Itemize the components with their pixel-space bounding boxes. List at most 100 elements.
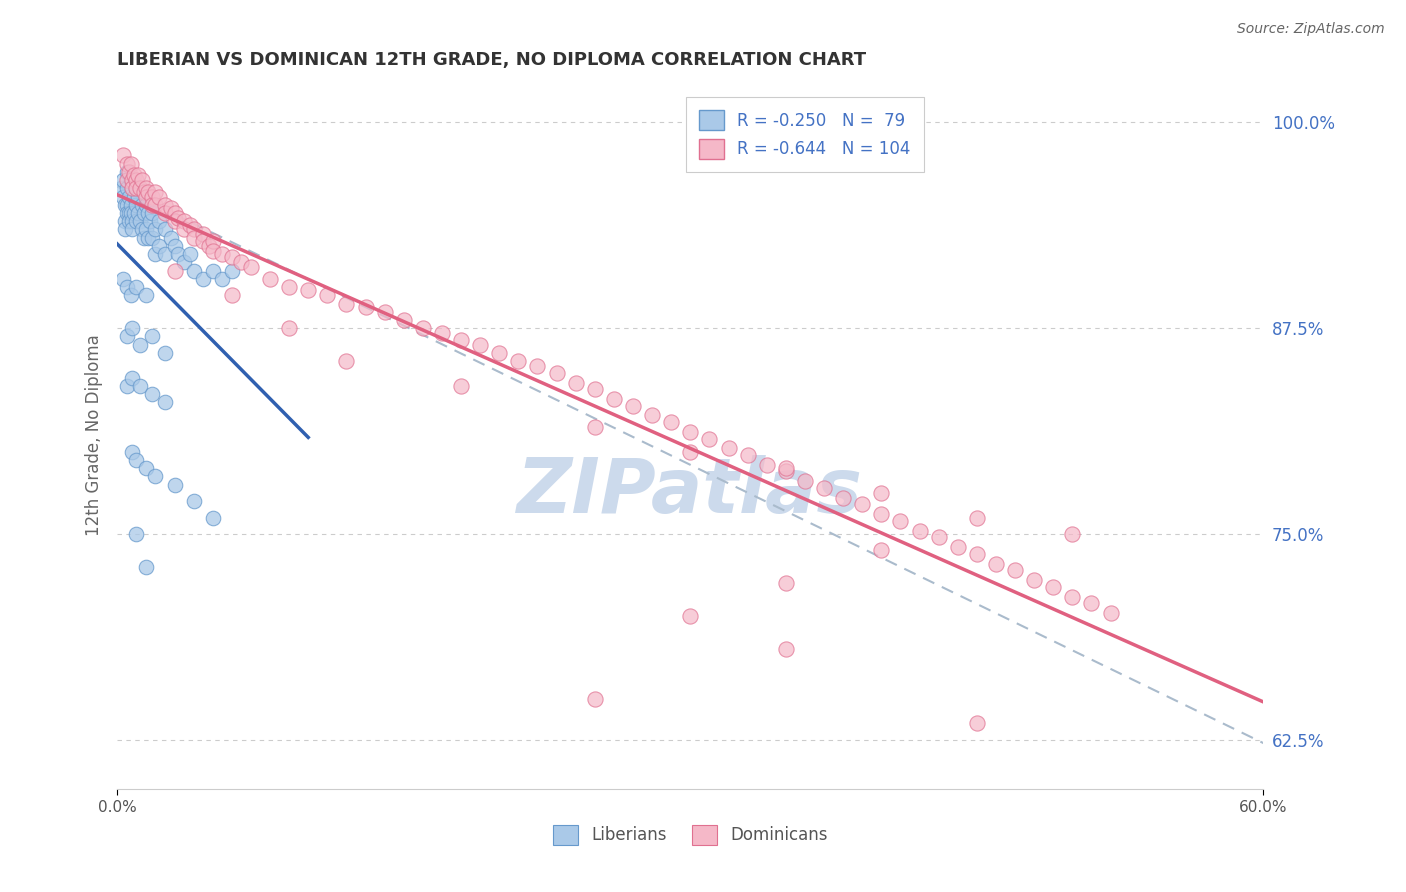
Point [198,239,221,253]
Point [141,387,163,401]
Point [153,198,176,212]
Point [526,359,548,373]
Point [129,337,152,351]
Point [278,280,301,294]
Point [115,198,138,212]
Point [118,189,141,203]
Point [127,168,149,182]
Point [335,296,357,310]
Point [392,313,415,327]
Point [221,263,243,277]
Point [131,222,153,236]
Point [583,382,606,396]
Point [450,379,472,393]
Point [755,458,778,472]
Point [679,425,702,439]
Point [111,173,134,187]
Point [488,346,510,360]
Point [135,189,157,203]
Point [1024,573,1046,587]
Point [131,173,153,187]
Point [889,514,911,528]
Point [966,510,988,524]
Point [851,497,873,511]
Point [870,508,893,522]
Point [679,444,702,458]
Point [132,206,155,220]
Point [125,173,148,187]
Point [115,206,138,220]
Point [201,234,224,248]
Point [121,173,143,187]
Point [148,239,170,253]
Point [1099,606,1122,620]
Point [145,469,167,483]
Point [115,165,138,179]
Point [121,321,143,335]
Point [412,321,434,335]
Point [121,370,143,384]
Point [1080,596,1102,610]
Text: LIBERIAN VS DOMINICAN 12TH GRADE, NO DIPLOMA CORRELATION CHART: LIBERIAN VS DOMINICAN 12TH GRADE, NO DIP… [117,51,866,69]
Point [173,222,195,236]
Point [120,173,142,187]
Point [111,272,134,286]
Point [129,214,152,228]
Point [183,222,205,236]
Point [870,486,893,500]
Point [132,231,155,245]
Point [183,263,205,277]
Point [546,366,568,380]
Point [737,448,759,462]
Point [136,231,159,245]
Point [621,399,644,413]
Point [136,185,159,199]
Point [120,156,142,170]
Point [145,198,167,212]
Point [679,609,702,624]
Text: ZIPatlas: ZIPatlas [517,455,863,529]
Point [335,354,357,368]
Point [1062,527,1084,541]
Point [316,288,339,302]
Point [793,475,815,489]
Point [163,477,186,491]
Point [121,181,143,195]
Point [111,189,134,203]
Point [141,231,163,245]
Point [135,560,157,574]
Point [201,244,224,258]
Point [163,239,186,253]
Point [114,214,136,228]
Point [966,716,988,731]
Point [121,214,143,228]
Point [148,189,170,203]
Point [984,557,1007,571]
Point [124,168,146,182]
Point [211,247,233,261]
Point [135,198,157,212]
Point [132,185,155,199]
Point [297,284,319,298]
Point [832,491,855,505]
Point [1004,563,1026,577]
Point [141,206,163,220]
Point [125,214,148,228]
Point [183,494,205,508]
Point [121,181,143,195]
Point [129,379,152,393]
Point [141,198,163,212]
Point [163,263,186,277]
Point [153,222,176,236]
Point [508,354,530,368]
Point [775,461,797,475]
Point [115,329,138,343]
Point [118,165,141,179]
Point [201,263,224,277]
Point [125,181,148,195]
Point [946,540,969,554]
Point [775,576,797,591]
Point [191,234,214,248]
Point [125,527,148,541]
Point [127,189,149,203]
